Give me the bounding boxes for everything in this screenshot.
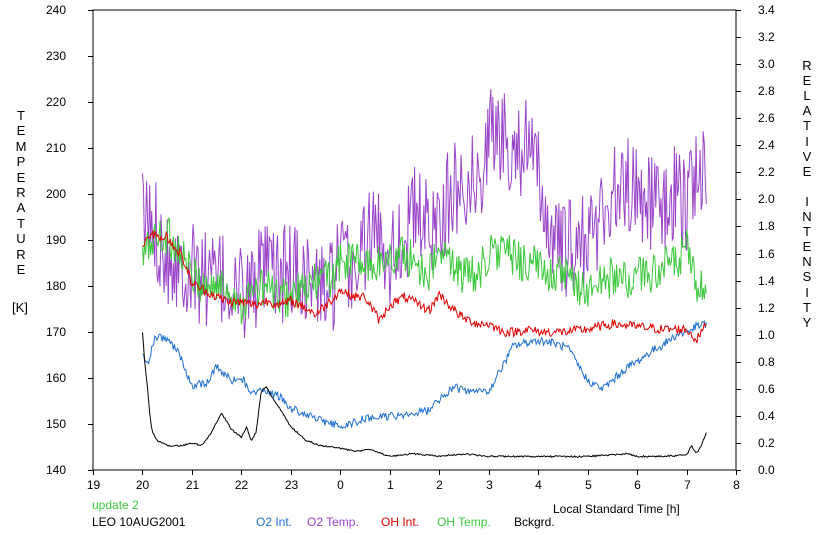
y-left-title-char: E bbox=[16, 262, 26, 277]
series-line-bckgrd bbox=[142, 332, 707, 459]
legend-entry: OH Int. bbox=[381, 515, 420, 529]
x-tick-label: 22 bbox=[234, 478, 249, 492]
x-tick-label: 3 bbox=[486, 478, 493, 492]
x-tick-label: 1 bbox=[387, 478, 394, 492]
legend-entry: O2 Temp. bbox=[307, 515, 359, 529]
tick-layer bbox=[88, 10, 741, 475]
y-right-title-char: Y bbox=[802, 314, 812, 330]
y-right-tick-label: 0.6 bbox=[758, 381, 775, 396]
y-right-title-char: I bbox=[805, 133, 809, 149]
y-right-title-char: T bbox=[803, 224, 811, 240]
y-left-title-char: U bbox=[16, 231, 26, 247]
station-label: LEO 10AUG2001 bbox=[92, 515, 186, 529]
y-right-tick-label: 3.0 bbox=[758, 56, 775, 71]
y-left-title-char: T bbox=[17, 108, 25, 123]
y-right-title-char: L bbox=[803, 88, 811, 104]
x-tick-label: 21 bbox=[185, 478, 200, 492]
y-right-tick-label: 1.2 bbox=[758, 300, 775, 315]
y-right-title-char: E bbox=[802, 239, 812, 255]
y-left-title-char: T bbox=[17, 215, 25, 231]
y-left-tick-label: 190 bbox=[45, 232, 66, 247]
x-tick-label: 6 bbox=[634, 478, 641, 492]
y-left-title-char: P bbox=[16, 154, 26, 170]
y-left-unit: [K] bbox=[12, 300, 28, 315]
series-layer bbox=[142, 88, 707, 459]
y-right-title-char: E bbox=[802, 73, 812, 89]
y-left-tick-label: 170 bbox=[45, 324, 66, 339]
y-left-tick-label: 220 bbox=[45, 94, 66, 109]
y-left-title-char: R bbox=[16, 246, 26, 262]
y-right-tick-label: 0.0 bbox=[758, 462, 775, 477]
series-line-oh-int bbox=[142, 229, 707, 344]
y-right-tick-label: 0.4 bbox=[758, 408, 775, 423]
y-left-tick-label: 230 bbox=[45, 48, 66, 63]
y-left-tick-label: 180 bbox=[45, 278, 66, 293]
x-tick-label: 19 bbox=[86, 478, 101, 492]
y-right-title-char: A bbox=[802, 103, 812, 119]
x-tick-label: 8 bbox=[733, 478, 740, 492]
x-tick-label: 20 bbox=[135, 478, 150, 492]
y-right-tick-label: 1.8 bbox=[758, 218, 775, 233]
y-right-tick-label: 1.0 bbox=[758, 327, 775, 342]
y-right-tick-label: 0.8 bbox=[758, 354, 775, 369]
y-right-tick-label: 2.2 bbox=[758, 164, 775, 179]
legend-entry: Bckgrd. bbox=[514, 515, 555, 529]
x-tick-label: 0 bbox=[337, 478, 344, 492]
x-tick-label: 4 bbox=[535, 478, 542, 492]
y-left-tick-label: 210 bbox=[45, 140, 66, 155]
y-right-title-char: E bbox=[802, 163, 812, 179]
y-left-tick-label: 240 bbox=[45, 2, 66, 17]
y-right-title-char: I bbox=[805, 284, 809, 300]
legend-entry: O2 Int. bbox=[256, 515, 293, 529]
x-axis-title: Local Standard Time [h] bbox=[553, 502, 680, 516]
update-label: update 2 bbox=[92, 498, 139, 512]
y-right-title-char: I bbox=[805, 193, 809, 209]
y-right-title-char: R bbox=[802, 58, 812, 73]
y-right-tick-label: 2.8 bbox=[758, 83, 775, 98]
y-right-tick-label: 2.0 bbox=[758, 191, 775, 206]
y-right-title-char: V bbox=[802, 148, 812, 164]
x-tick-label: 7 bbox=[684, 478, 691, 492]
legend-entry: OH Temp. bbox=[437, 515, 491, 529]
x-tick-label: 2 bbox=[436, 478, 443, 492]
x-tick-label: 5 bbox=[585, 478, 592, 492]
y-left-tick-label: 150 bbox=[45, 416, 66, 431]
y-left-title-char: M bbox=[15, 138, 27, 154]
y-left-title-char: A bbox=[16, 200, 26, 216]
x-tick-label: 23 bbox=[284, 478, 299, 492]
series-line-o2-temp bbox=[142, 88, 707, 338]
y-right-tick-label: 1.6 bbox=[758, 246, 775, 261]
y-right-tick-label: 0.2 bbox=[758, 435, 775, 450]
y-left-tick-label: 200 bbox=[45, 186, 66, 201]
y-left-tick-label: 160 bbox=[45, 370, 66, 385]
y-right-tick-label: 1.4 bbox=[758, 273, 775, 288]
plot-frame bbox=[92, 9, 737, 471]
y-right-tick-label: 3.2 bbox=[758, 29, 775, 44]
y-left-title-char: R bbox=[16, 185, 26, 200]
y-right-title-char: T bbox=[803, 299, 811, 315]
y-right-title-char: N bbox=[802, 209, 812, 224]
y-right-title-char: N bbox=[802, 254, 812, 270]
y-left-title-char: E bbox=[16, 169, 26, 185]
y-right-tick-label: 3.4 bbox=[758, 2, 775, 17]
y-left-title-char: E bbox=[16, 123, 26, 139]
y-right-tick-label: 2.6 bbox=[758, 110, 775, 125]
series-line-o2-int bbox=[142, 320, 707, 429]
y-right-title-char: T bbox=[803, 118, 811, 134]
series-line-oh-temp bbox=[142, 217, 707, 325]
y-right-tick-label: 2.4 bbox=[758, 137, 775, 152]
y-left-tick-label: 140 bbox=[45, 462, 66, 477]
y-right-title-char: S bbox=[802, 269, 812, 285]
